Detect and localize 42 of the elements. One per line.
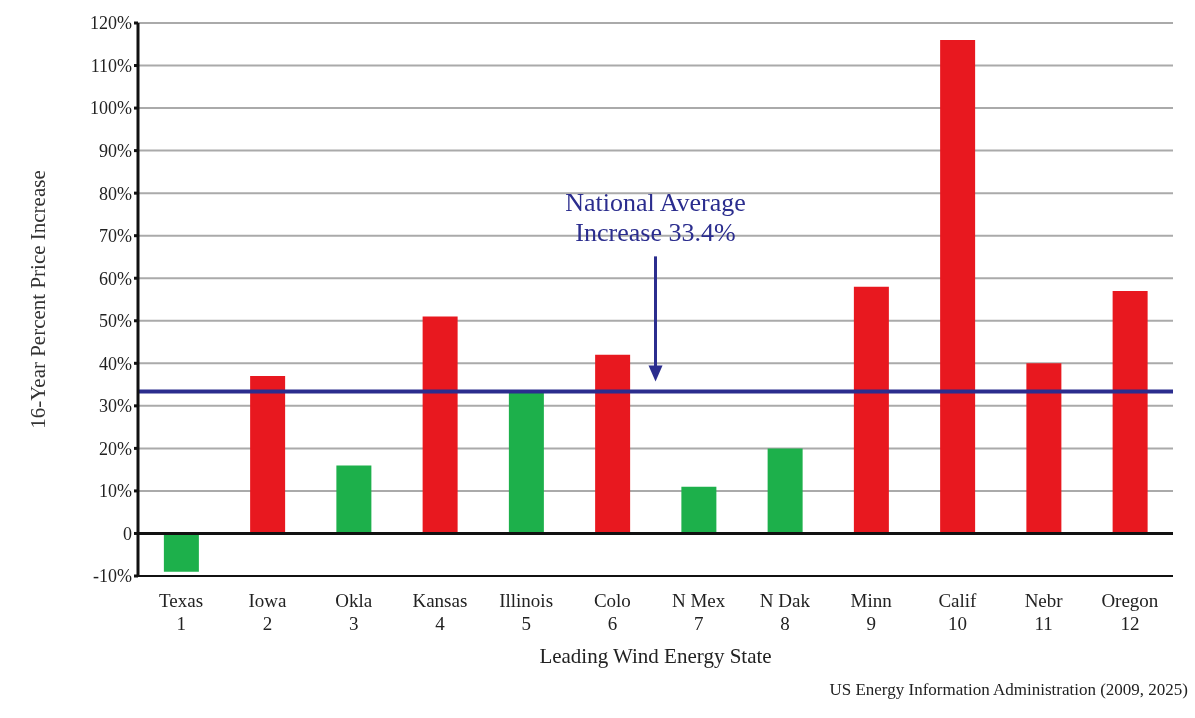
bar (853, 286, 889, 534)
x-tick-label: Oregon 12 (1101, 590, 1159, 634)
x-tick-label: Iowa 2 (248, 590, 287, 634)
bar (336, 465, 372, 534)
bar (767, 448, 803, 534)
y-tick-label: 100% (90, 98, 132, 119)
bar (422, 316, 458, 534)
y-tick-label: 30% (99, 396, 132, 417)
y-axis-title: 16-Year Percent Price Increase (26, 170, 51, 429)
y-tick-label: 0 (123, 523, 132, 544)
bar (595, 354, 631, 534)
bar (940, 40, 976, 534)
bar (1026, 363, 1062, 534)
x-tick-label: Texas 1 (159, 590, 204, 634)
y-tick-label: 20% (99, 438, 132, 459)
x-tick-label: Nebr 11 (1024, 590, 1064, 634)
x-tick-label: Kansas 4 (412, 590, 468, 634)
y-tick-label: 90% (99, 141, 132, 162)
x-tick-label: Calif 10 (938, 590, 978, 634)
y-tick-label: 40% (99, 353, 132, 374)
y-tick-label: 70% (99, 226, 132, 247)
y-tick-label: 110% (90, 55, 132, 76)
y-tick-label: 120% (90, 13, 132, 34)
x-tick-label: Okla 3 (335, 590, 373, 634)
bar (508, 393, 544, 534)
y-tick-label: 50% (99, 311, 132, 332)
x-axis-title: Leading Wind Energy State (539, 644, 772, 668)
bar (163, 533, 199, 572)
y-tick-label: 80% (99, 183, 132, 204)
y-tick-label: 60% (99, 268, 132, 289)
y-tick-label: 10% (99, 481, 132, 502)
text: US Energy Information Administration (2009, 2025) (829, 680, 1188, 700)
x-tick-label: Colo 6 (593, 590, 631, 634)
bar (1112, 290, 1148, 534)
ref-line-label: National Average Increase 33.4% (565, 188, 746, 248)
x-tick-label: N Mex 7 (671, 590, 726, 634)
y-tick-label: -10% (93, 566, 132, 587)
bar (250, 376, 286, 534)
x-tick-label: N Dak 8 (759, 590, 811, 634)
bar (681, 486, 717, 534)
x-tick-label: Minn 9 (850, 590, 893, 634)
x-tick-label: Illinois 5 (499, 590, 554, 634)
